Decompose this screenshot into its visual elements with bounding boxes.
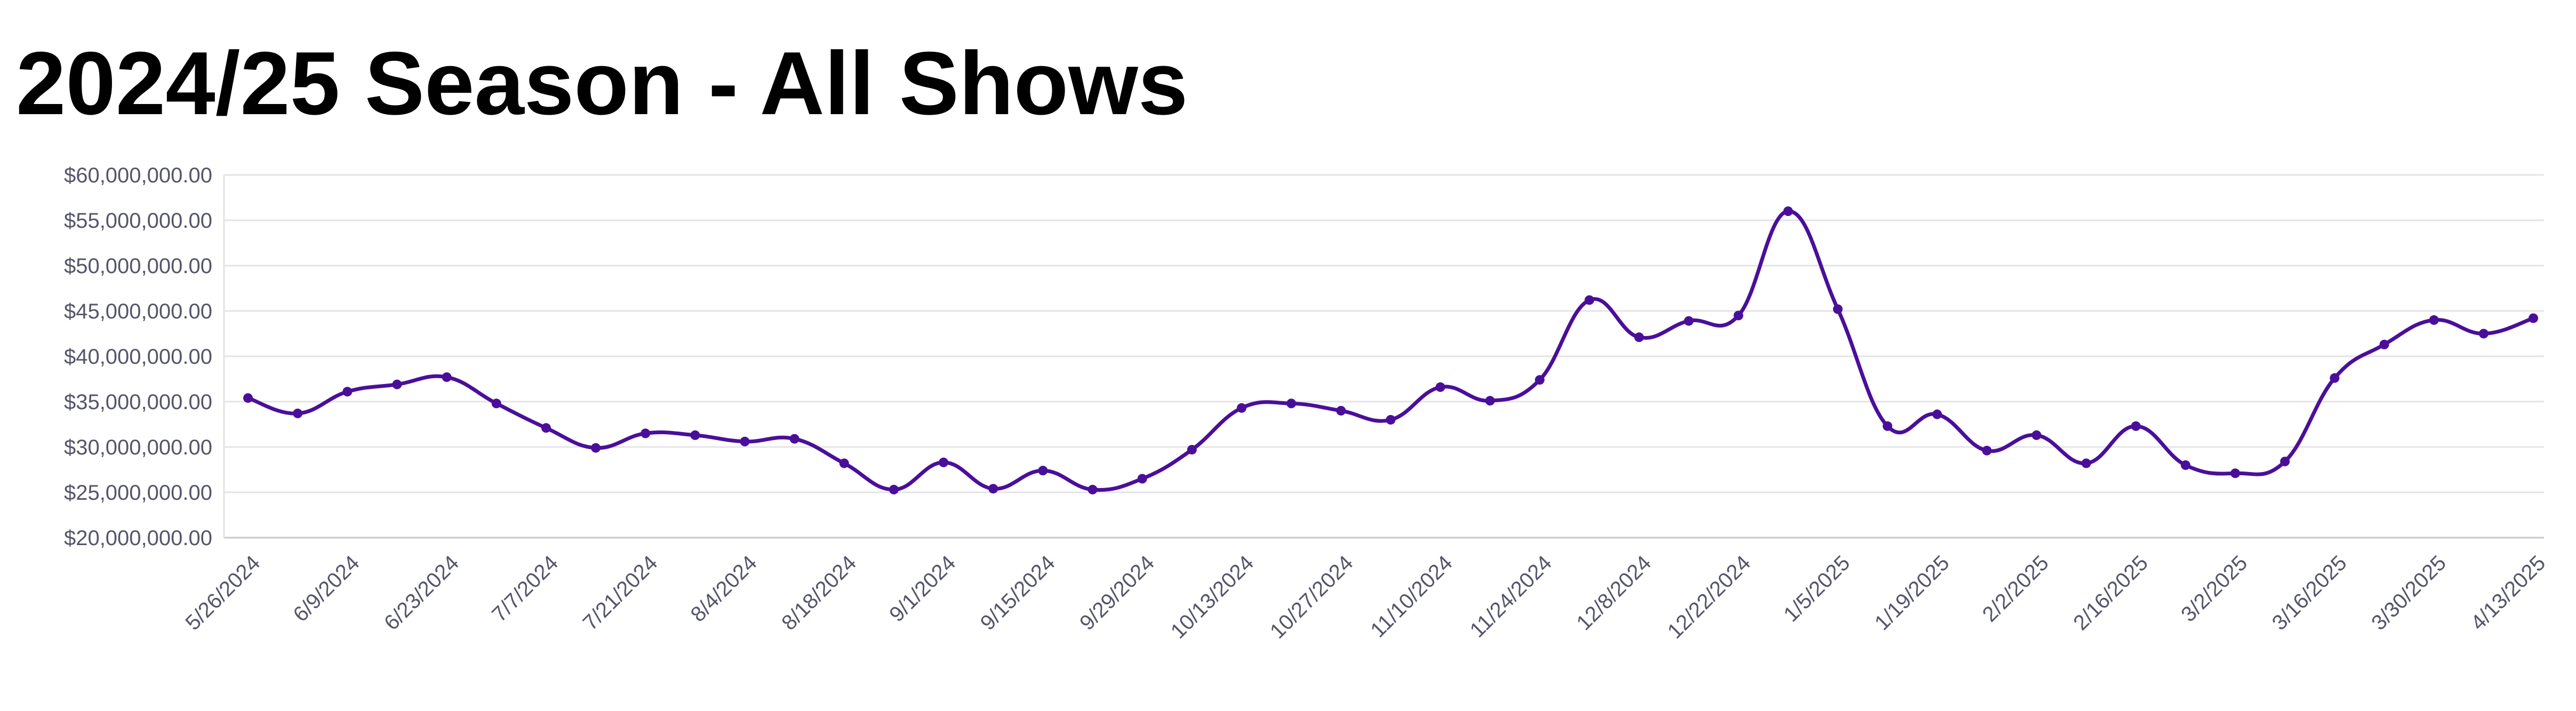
x-tick-label: 1/5/2025 (1779, 551, 1854, 626)
y-tick-label: $30,000,000.00 (64, 436, 212, 459)
data-point[interactable] (2529, 313, 2538, 323)
x-tick-label: 3/16/2025 (2268, 551, 2351, 635)
x-tick-label: 3/2/2025 (2177, 551, 2252, 626)
data-point[interactable] (1137, 474, 1147, 484)
y-tick-label: $20,000,000.00 (64, 526, 212, 550)
data-point[interactable] (1783, 206, 1793, 216)
data-point[interactable] (641, 428, 651, 438)
data-point[interactable] (1833, 304, 1843, 314)
series-layer (243, 206, 2538, 494)
data-point[interactable] (839, 458, 849, 468)
data-point[interactable] (1336, 406, 1346, 416)
data-point[interactable] (1534, 375, 1545, 385)
y-tick-label: $50,000,000.00 (64, 254, 212, 278)
data-point[interactable] (342, 387, 353, 397)
data-point[interactable] (2429, 315, 2439, 325)
data-point[interactable] (1386, 415, 1396, 425)
y-tick-label: $25,000,000.00 (64, 481, 212, 505)
data-point[interactable] (2081, 458, 2091, 468)
data-point[interactable] (2379, 339, 2389, 349)
data-point[interactable] (491, 398, 501, 409)
data-point[interactable] (939, 457, 949, 467)
x-tick-label: 12/8/2024 (1572, 551, 1656, 635)
data-point[interactable] (889, 484, 899, 494)
data-point[interactable] (1187, 445, 1197, 455)
y-tick-label: $40,000,000.00 (64, 345, 212, 369)
x-tick-label: 4/13/2025 (2466, 551, 2550, 635)
data-point[interactable] (591, 443, 601, 453)
data-point[interactable] (1286, 398, 1297, 409)
x-tick-label: 6/23/2024 (380, 551, 463, 635)
data-point[interactable] (988, 484, 998, 494)
x-tick-label: 5/26/2024 (181, 551, 265, 635)
x-tick-label: 2/2/2025 (1978, 551, 2053, 626)
data-point[interactable] (392, 379, 402, 389)
x-tick-label: 9/29/2024 (1075, 551, 1159, 635)
data-point[interactable] (1087, 484, 1098, 494)
data-point[interactable] (1684, 316, 1694, 326)
data-point[interactable] (2131, 421, 2141, 431)
data-point[interactable] (293, 409, 303, 419)
y-tick-label: $60,000,000.00 (64, 164, 212, 187)
data-point[interactable] (2230, 468, 2241, 478)
data-point[interactable] (541, 423, 551, 433)
x-tick-label: 11/10/2024 (1366, 551, 1457, 642)
data-point[interactable] (243, 393, 253, 403)
gridlines (223, 174, 2544, 539)
x-tick-label: 6/9/2024 (289, 551, 364, 626)
y-axis: $20,000,000.00 $25,000,000.00 $30,000,000.… (64, 164, 212, 550)
data-point[interactable] (1038, 466, 1048, 476)
data-point[interactable] (2478, 329, 2489, 339)
x-tick-label: 1/19/2025 (1870, 551, 1954, 635)
x-tick-label: 8/18/2024 (777, 551, 861, 635)
data-point[interactable] (1634, 332, 1644, 342)
x-tick-label: 9/1/2024 (885, 551, 960, 626)
data-point[interactable] (2180, 460, 2190, 470)
data-point[interactable] (2280, 457, 2290, 467)
data-point[interactable] (740, 436, 750, 446)
data-point[interactable] (1585, 295, 1595, 305)
series-line (246, 209, 2535, 492)
x-tick-label: 11/24/2024 (1466, 551, 1557, 642)
x-tick-label: 8/4/2024 (686, 551, 762, 626)
data-point[interactable] (2330, 373, 2340, 383)
y-tick-label: $35,000,000.00 (64, 390, 212, 414)
x-tick-label: 12/22/2024 (1663, 551, 1755, 643)
data-point[interactable] (442, 372, 452, 382)
x-axis: 5/26/2024 6/9/2024 6/23/2024 7/7/2024 7/21/2… (181, 551, 2550, 643)
x-tick-label: 2/16/2025 (2069, 551, 2153, 635)
data-point[interactable] (789, 434, 799, 444)
y-tick-label: $45,000,000.00 (64, 300, 212, 323)
data-point[interactable] (1435, 382, 1445, 392)
data-point[interactable] (1883, 421, 1893, 431)
chart-title: 2024/25 Season - All Shows (16, 33, 1188, 133)
data-point[interactable] (690, 430, 700, 440)
data-point[interactable] (2031, 430, 2042, 440)
data-point[interactable] (1485, 396, 1495, 406)
x-tick-label: 9/15/2024 (976, 551, 1060, 635)
x-tick-label: 10/27/2024 (1266, 551, 1358, 643)
data-point[interactable] (1733, 310, 1743, 321)
data-point[interactable] (1237, 403, 1247, 413)
data-point[interactable] (1932, 409, 1942, 419)
data-point[interactable] (1982, 445, 1992, 456)
x-tick-label: 10/13/2024 (1166, 551, 1259, 643)
x-tick-label: 7/7/2024 (487, 551, 563, 626)
x-tick-label: 7/21/2024 (579, 551, 662, 635)
x-tick-label: 3/30/2025 (2367, 551, 2451, 635)
y-tick-label: $55,000,000.00 (64, 209, 212, 233)
